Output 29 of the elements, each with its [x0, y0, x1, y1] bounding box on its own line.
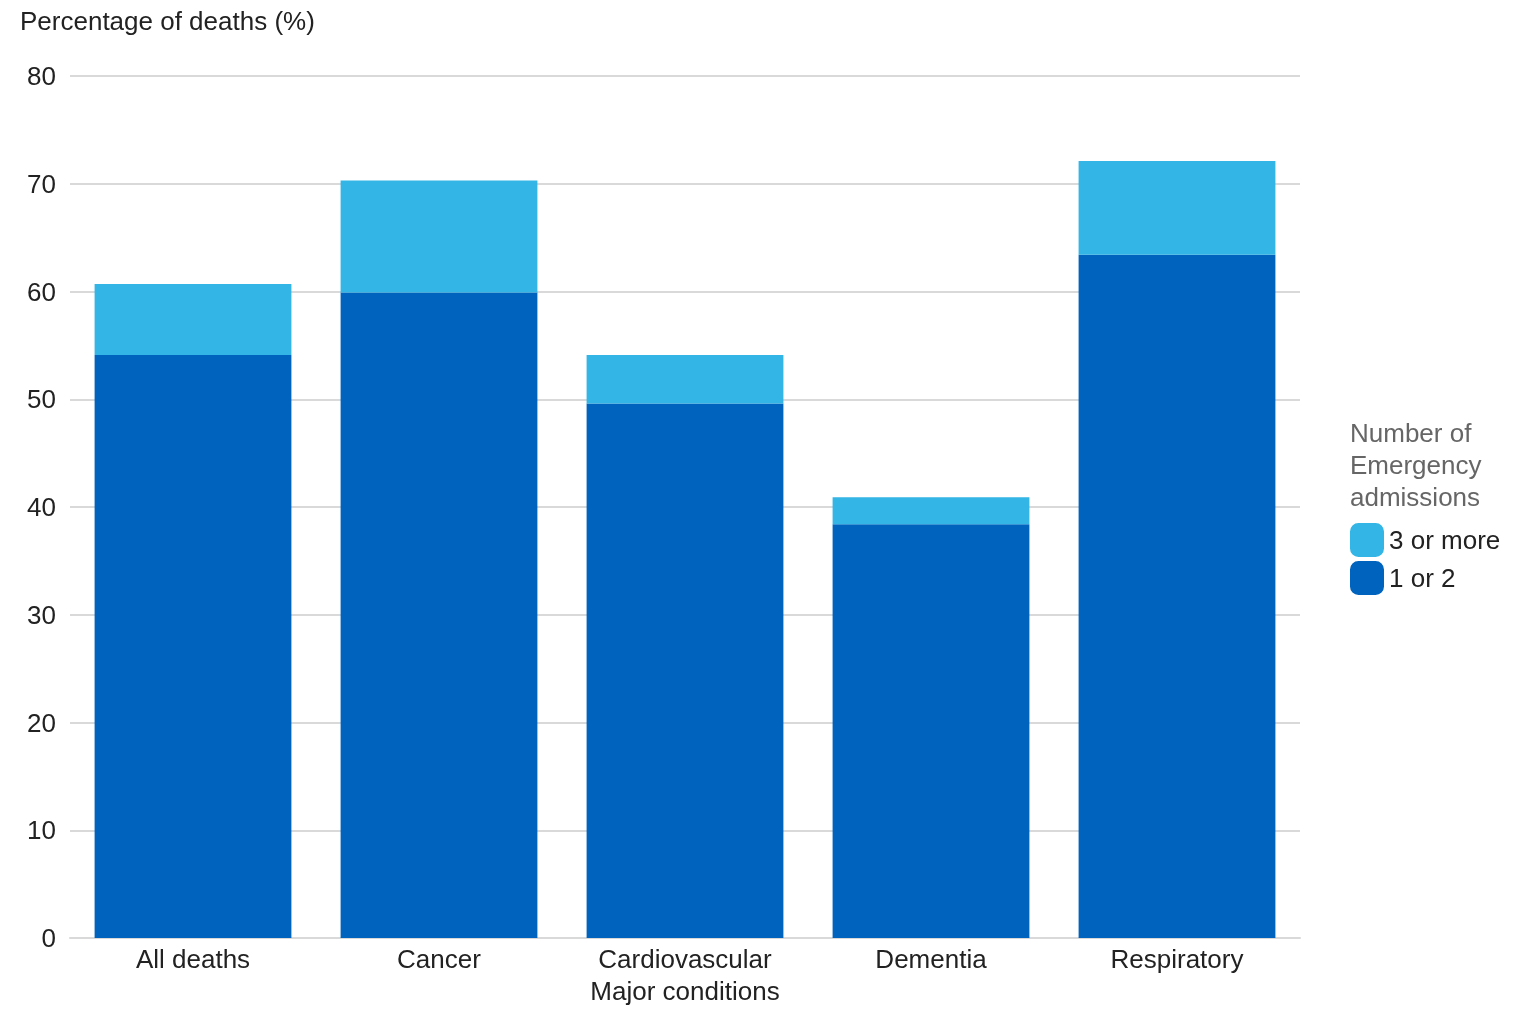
legend-label: 3 or more — [1389, 525, 1501, 555]
bar — [94, 355, 292, 938]
bar — [340, 180, 538, 293]
bar — [94, 283, 292, 356]
x-tick-label: Cancer — [397, 944, 482, 974]
y-tick-label: 80 — [27, 61, 56, 91]
legend-label: 1 or 2 — [1389, 563, 1456, 593]
y-tick-label: 10 — [27, 815, 56, 846]
y-tick-label: 70 — [27, 168, 56, 199]
bar — [1078, 161, 1276, 255]
x-tick-label: All deaths — [135, 944, 251, 974]
bar — [1078, 254, 1276, 938]
bar — [832, 497, 1030, 525]
x-tick-label: Dementia — [875, 944, 988, 974]
bar — [340, 292, 538, 938]
x-axis-title: Major conditions — [590, 976, 780, 1006]
y-tick-label: 40 — [27, 492, 56, 522]
bar — [586, 403, 784, 938]
x-tick-label: Cardiovascular — [598, 944, 773, 974]
x-tick-label: Respiratory — [1110, 944, 1244, 974]
bar — [832, 524, 1030, 938]
y-axis-title: Percentage of deaths (%) — [20, 6, 315, 36]
y-tick-label: 60 — [27, 276, 56, 307]
y-tick-label: 50 — [27, 384, 56, 415]
legend-title: Number of Emergency admissions — [1350, 418, 1489, 512]
y-tick-label: 0 — [41, 923, 56, 953]
bar — [586, 355, 784, 404]
y-tick-label: 30 — [27, 599, 56, 630]
y-tick-label: 20 — [27, 707, 56, 738]
